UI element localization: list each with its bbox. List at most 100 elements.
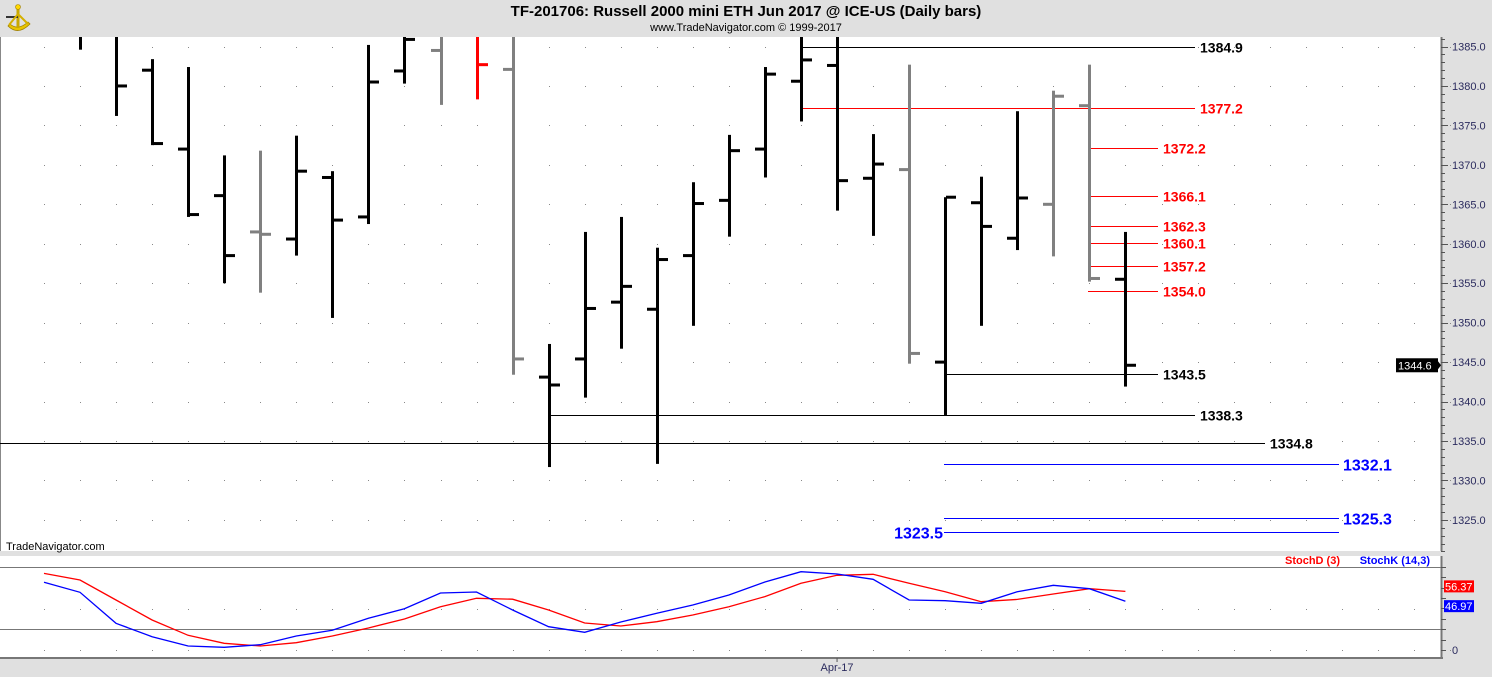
grid-dot bbox=[368, 520, 369, 521]
price-bar-range bbox=[548, 343, 551, 468]
price-bar-range bbox=[800, 37, 803, 122]
price-bar-close-tick bbox=[261, 232, 271, 236]
grid-dot bbox=[621, 204, 622, 205]
grid-dot bbox=[1234, 165, 1235, 166]
price-bar-close-tick bbox=[1018, 196, 1028, 200]
price-bar-range bbox=[476, 37, 479, 100]
grid-dot bbox=[224, 47, 225, 48]
grid-dot bbox=[1125, 650, 1126, 651]
grid-dot bbox=[1378, 362, 1379, 363]
grid-dot bbox=[1270, 609, 1271, 610]
grid-dot bbox=[44, 283, 45, 284]
grid-dot bbox=[657, 47, 658, 48]
grid-dot bbox=[441, 204, 442, 205]
legend-stoch-k: StochK (14,3) bbox=[1360, 555, 1431, 567]
grid-dot bbox=[765, 283, 766, 284]
grid-dot bbox=[296, 441, 297, 442]
price-bar-range bbox=[151, 59, 154, 146]
grid-dot bbox=[765, 323, 766, 324]
grid-dot bbox=[837, 650, 838, 651]
grid-dot bbox=[44, 480, 45, 481]
grid-dot bbox=[1234, 609, 1235, 610]
grid-dot bbox=[188, 283, 189, 284]
grid-dot bbox=[296, 323, 297, 324]
grid-dot bbox=[332, 402, 333, 403]
grid-dot bbox=[657, 244, 658, 245]
grid-dot bbox=[621, 650, 622, 651]
grid-dot bbox=[549, 480, 550, 481]
grid-dot bbox=[152, 323, 153, 324]
grid-dot bbox=[765, 650, 766, 651]
grid-dot bbox=[1306, 323, 1307, 324]
grid-dot bbox=[152, 402, 153, 403]
grid-dot bbox=[765, 244, 766, 245]
grid-dot bbox=[945, 125, 946, 126]
grid-dot bbox=[765, 402, 766, 403]
price-bar-open-tick bbox=[178, 147, 188, 151]
grid-dot bbox=[1017, 520, 1018, 521]
grid-dot bbox=[981, 362, 982, 363]
grid-dot bbox=[152, 520, 153, 521]
grid-dot bbox=[549, 650, 550, 651]
grid-dot bbox=[1342, 125, 1343, 126]
grid-dot bbox=[260, 47, 261, 48]
price-bar-open-tick bbox=[683, 254, 693, 258]
grid-dot bbox=[188, 441, 189, 442]
price-bar bbox=[863, 134, 884, 236]
grid-dot bbox=[585, 520, 586, 521]
grid-dot bbox=[1378, 480, 1379, 481]
grid-dot bbox=[332, 165, 333, 166]
grid-dot bbox=[585, 165, 586, 166]
grid-dot bbox=[1270, 47, 1271, 48]
price-bar-close-tick bbox=[225, 254, 235, 258]
grid-dot bbox=[80, 323, 81, 324]
grid-dot bbox=[837, 362, 838, 363]
grid-dot bbox=[1234, 323, 1235, 324]
grid-dot bbox=[224, 480, 225, 481]
grid-dot bbox=[1198, 520, 1199, 521]
grid-dot bbox=[1234, 362, 1235, 363]
grid-dot bbox=[1270, 165, 1271, 166]
chart-subtitle: www.TradeNavigator.com © 1999-2017 bbox=[650, 22, 842, 34]
grid-dot bbox=[549, 323, 550, 324]
grid-dot bbox=[80, 520, 81, 521]
price-bar-range bbox=[295, 135, 298, 256]
grid-dot bbox=[1270, 362, 1271, 363]
price-axis-label: 1365.0 bbox=[1452, 199, 1486, 211]
grid-dot bbox=[1234, 47, 1235, 48]
grid-dot bbox=[332, 480, 333, 481]
grid-dot bbox=[873, 362, 874, 363]
grid-dot bbox=[1234, 480, 1235, 481]
grid-dot bbox=[621, 441, 622, 442]
grid-dot bbox=[585, 650, 586, 651]
price-bar-range bbox=[872, 134, 875, 236]
grid-dot bbox=[801, 650, 802, 651]
price-bar-close-tick bbox=[586, 306, 596, 310]
price-bar bbox=[755, 67, 776, 178]
grid-dot bbox=[296, 283, 297, 284]
grid-dot bbox=[1342, 650, 1343, 651]
level-label: 1354.0 bbox=[1163, 284, 1206, 300]
grid-dot bbox=[1053, 520, 1054, 521]
grid-dot bbox=[477, 402, 478, 403]
price-bar-range bbox=[980, 176, 983, 326]
grid-dot bbox=[296, 362, 297, 363]
grid-dot bbox=[116, 125, 117, 126]
price-axis-label: 1340.0 bbox=[1452, 397, 1486, 409]
grid-dot bbox=[945, 520, 946, 521]
grid-dot bbox=[1306, 480, 1307, 481]
stochastic-indicator: 0 StochD (3) StochK (14,3) 56.37 46.97 Apr-17 bbox=[0, 555, 1474, 674]
grid-dot bbox=[873, 650, 874, 651]
grid-dot bbox=[945, 165, 946, 166]
price-bar-close-tick bbox=[153, 142, 163, 146]
grid-dot bbox=[1125, 204, 1126, 205]
price-bar bbox=[575, 231, 596, 398]
stoch-k-value-tag bbox=[1444, 600, 1474, 613]
grid-dot bbox=[1414, 520, 1415, 521]
price-bar-open-tick bbox=[250, 230, 260, 234]
grid-dot bbox=[1450, 323, 1451, 324]
grid-dot bbox=[1089, 402, 1090, 403]
grid-dot bbox=[1234, 520, 1235, 521]
grid-dot bbox=[80, 480, 81, 481]
